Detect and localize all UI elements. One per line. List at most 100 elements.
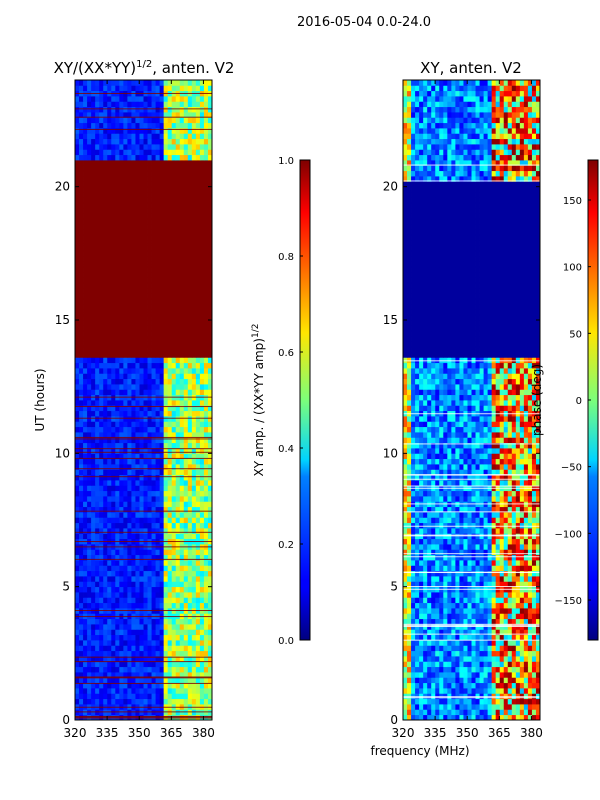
left-heatmap-cell [143,186,148,193]
left-heatmap-cell [95,634,100,641]
left-heatmap-cell [87,581,92,588]
left-heatmap-cell [111,645,116,652]
right-heatmap-cell [439,704,444,710]
left-heatmap-cell [195,192,201,198]
left-heatmap-cell [147,421,152,428]
left-heatmap-cell [75,650,80,657]
amp-colorbar-ticks: 0.00.20.40.60.81.0 [278,156,303,647]
left-heatmap-cell [131,218,136,225]
left-heatmap-cell [179,432,185,438]
left-heatmap-cell [123,112,128,118]
right-heatmap-cell [531,597,537,604]
left-heatmap-cell [191,144,197,150]
left-heatmap-cell [91,416,96,422]
left-heatmap-cell [135,165,140,172]
right-heatmap-cell [415,714,420,720]
left-heatmap-cell [75,314,80,321]
left-heatmap-cell [175,650,181,657]
right-heatmap-cell [463,709,468,716]
left-heatmap-cell [195,138,201,145]
left-heatmap-cell [167,336,173,342]
left-heatmap-cell [143,197,148,204]
right-heatmap-cell [407,629,412,636]
left-heatmap-cell [187,389,193,396]
right-heatmap-cell [511,629,517,636]
right-heatmap-cell [471,629,476,636]
left-heatmap-cell [87,522,92,529]
right-heatmap-cell [475,613,480,620]
left-heatmap-cell [99,464,104,470]
left-heatmap-cell [87,421,92,428]
right-heatmap-cell [463,592,468,598]
right-heatmap-cell [427,650,432,657]
left-flag-line [75,677,212,679]
left-heatmap-cell [83,592,88,598]
right-heatmap-cell [515,645,521,652]
left-heatmap-cell [135,469,140,476]
left-heatmap-cell [139,154,144,161]
left-x-tick-label: 320 [64,726,87,740]
right-heatmap-cell [407,709,412,716]
left-heatmap-cell [163,693,169,700]
left-heatmap-cell [119,272,124,278]
left-heatmap-cell [111,389,116,396]
left-heatmap-cell [83,144,88,150]
left-heatmap-cell [159,597,165,604]
left-heatmap-cell [207,266,212,273]
left-heatmap-cell [155,437,161,444]
left-heatmap-cell [131,234,136,241]
left-heatmap-cell [95,384,100,390]
left-heatmap-cell [79,698,84,705]
right-heatmap-cell [403,693,408,700]
left-heatmap-cell [159,693,165,700]
left-heatmap-cell [187,693,193,700]
left-heatmap-cell [143,469,148,476]
left-heatmap-cell [195,234,201,241]
left-heatmap-cell [207,384,212,390]
left-heatmap-cell [111,426,116,433]
right-heatmap-cell [479,709,484,716]
left-heatmap-cell [167,357,173,364]
left-heatmap-cell [87,517,92,524]
left-heatmap-cell [79,618,84,625]
left-heatmap-cell [195,288,201,294]
left-heatmap-cell [99,234,104,241]
left-heatmap-cell [99,586,104,593]
left-heatmap-cell [75,346,80,353]
left-heatmap-cell [127,336,132,342]
right-heatmap-cell [531,602,537,609]
left-heatmap-cell [171,464,177,470]
left-heatmap-cell [151,186,156,193]
left-heatmap-cell [87,464,92,470]
right-heatmap-cell [427,672,432,678]
left-heatmap-cell [159,634,165,641]
left-heatmap-cell [155,192,161,198]
left-heatmap-cell [139,330,144,337]
right-heatmap-cell [527,672,533,678]
left-heatmap-cell [167,128,173,134]
left-heatmap-cell [163,149,169,156]
right-heatmap-cell [407,682,412,689]
left-heatmap-cell [83,442,88,449]
left-heatmap-cell [191,304,197,310]
left-heatmap-cell [203,144,209,150]
left-heatmap-cell [175,256,181,262]
left-heatmap-cell [187,96,193,102]
left-heatmap-cell [111,496,116,502]
left-heatmap-cell [191,346,197,353]
left-heatmap-cell [135,410,140,417]
left-heatmap-cell [99,661,104,668]
left-heatmap-cell [183,549,189,556]
left-heatmap-cell [207,421,212,428]
right-heatmap-cell [487,704,493,710]
left-heatmap-cell [135,272,140,278]
left-heatmap-cell [171,624,177,630]
right-heatmap-cell [467,608,472,614]
left-heatmap-cell [111,336,116,342]
left-heatmap-cell [143,405,148,412]
right-heatmap-cell [415,709,420,716]
right-heatmap-cell [479,608,484,614]
left-heatmap-cell [143,192,148,198]
left-heatmap-cell [79,346,84,353]
left-heatmap-cell [107,176,112,182]
